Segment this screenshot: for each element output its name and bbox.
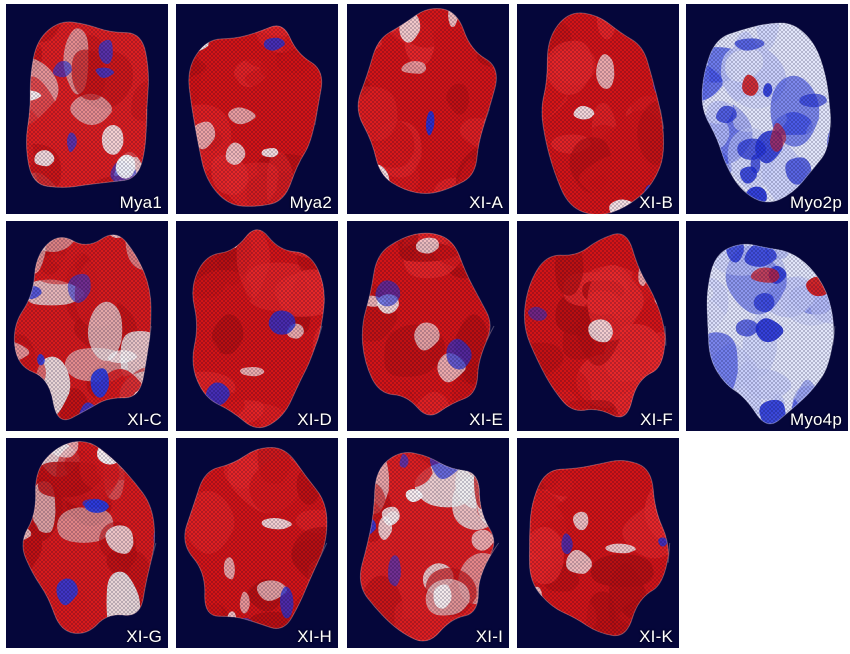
panel-myo2p: Myo2p [686,4,848,214]
panel-xi-k: XI-K [517,438,679,648]
surface-mesh-xi-k [528,459,671,637]
surface-mesh-xi-a [357,7,497,194]
panel-label: XI-D [297,410,332,429]
panel-xi-e: XI-E [347,221,509,431]
surface-mesh-mya2 [188,25,323,207]
panel-xi-d: XI-D [176,221,338,431]
panel-mya2: Mya2 [176,4,338,214]
panel-xi-h: XI-H [176,438,338,648]
panel-label: XI-K [639,627,673,646]
surface-mesh-xi-e [361,232,495,416]
panel-label: XI-A [469,193,503,212]
surface-mesh-mya1 [26,21,149,188]
surface-mesh-myo4p [706,243,836,425]
panel-label: XI-E [469,410,503,429]
surface-mesh-xi-g [22,440,157,634]
panel-label: XI-H [297,627,332,646]
surface-mesh-xi-h [184,446,328,629]
surface-mesh-xi-i [359,452,500,642]
panel-label: Myo4p [789,410,842,429]
panel-label: Mya2 [289,193,332,212]
panel-mya1: Mya1 [6,4,168,214]
panel-label: Mya1 [119,193,162,212]
panel-xi-f: XI-F [517,221,679,431]
panel-myo4p: Myo4p [686,221,848,431]
panel-label: XI-F [640,410,673,429]
panel-label: XI-C [127,410,162,429]
panel-label: XI-G [126,627,162,646]
surface-mesh-myo2p [701,22,832,203]
panel-label: XI-B [639,193,673,212]
panel-xi-g: XI-G [6,438,168,648]
surface-mesh-xi-f [523,233,667,418]
surface-mesh-xi-b [541,12,665,214]
panel-label: XI-I [475,627,503,646]
panel-xi-a: XI-A [347,4,509,214]
panel-label: Myo2p [789,193,842,212]
panel-xi-i: XI-I [347,438,509,648]
surface-mesh-xi-d [192,229,325,429]
surface-mesh-xi-c [13,234,152,421]
panel-xi-c: XI-C [6,221,168,431]
panel-xi-b: XI-B [517,4,679,214]
